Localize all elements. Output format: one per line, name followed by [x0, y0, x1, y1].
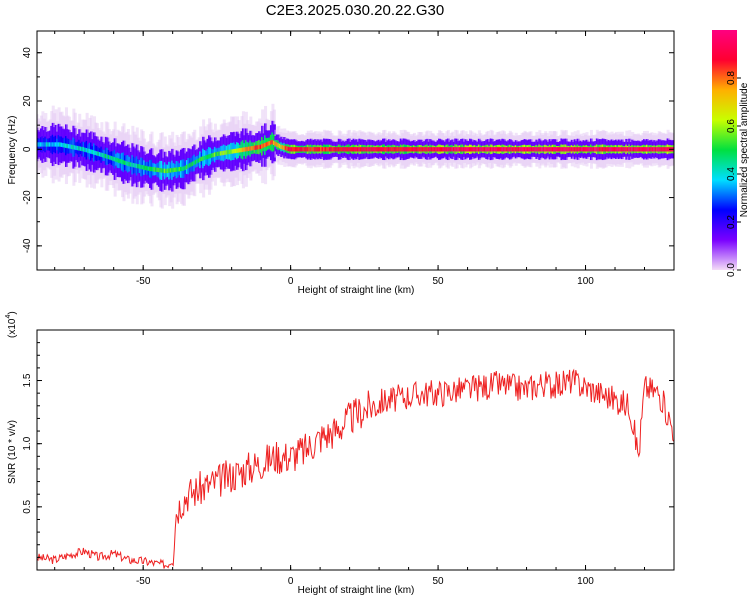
colorbar-label: Normalized spectral amplitude	[739, 82, 750, 217]
snr-exponent-base: (x10	[7, 318, 18, 338]
y-tick-label: 0	[22, 146, 33, 152]
colorbar-tick-label: 0.4	[726, 167, 737, 181]
heatmap-x-label: Height of straight line (km)	[298, 285, 415, 296]
heatmap-panel: -50 0 50 100 40 20 0 -20 -40 Height of straight…	[7, 30, 675, 296]
snr-panel: -50 0 50 100 0.5 1.0 1.5 Height of straight l…	[5, 311, 675, 596]
colorbar-tick-label: 0.6	[726, 119, 737, 133]
x-tick-label: 100	[577, 576, 594, 587]
snr-y-exponent: (x104)	[5, 311, 18, 338]
x-tick-label: 50	[433, 276, 445, 287]
snr-y-label: SNR (10 * v/v)	[7, 420, 18, 484]
snr-frame	[36, 329, 675, 571]
x-tick-label: 50	[433, 576, 445, 587]
x-tick-label: 0	[288, 576, 294, 587]
snr-y-ticks: 0.5 1.0 1.5	[22, 329, 674, 558]
x-tick-label: 100	[577, 276, 594, 287]
colorbar-tick-label: 0.0	[726, 263, 737, 277]
colorbar-tick-label: 0.8	[726, 71, 737, 85]
heatmap-marks	[37, 103, 674, 209]
snr-exponent-power: 4	[5, 315, 12, 319]
y-tick-label: -20	[22, 190, 33, 205]
y-tick-label: 0.5	[22, 499, 33, 513]
x-tick-label: -50	[136, 276, 151, 287]
heatmap-frame	[36, 30, 675, 271]
colorbar-gradient	[712, 30, 737, 270]
y-tick-label: -40	[22, 238, 33, 253]
y-tick-label: 1.0	[22, 436, 33, 450]
figure-title: C2E3.2025.030.20.22.G30	[266, 2, 444, 19]
colorbar-ticks: 0.0 0.2 0.4 0.6 0.8	[726, 71, 741, 277]
x-tick-label: 0	[288, 276, 294, 287]
y-tick-label: 20	[22, 95, 33, 107]
heatmap-y-ticks: 40 20 0 -20 -40	[22, 47, 674, 253]
colorbar-tick-label: 0.2	[726, 215, 737, 229]
snr-x-label: Height of straight line (km)	[298, 585, 415, 596]
snr-x-ticks: -50 0 50 100	[54, 330, 675, 587]
y-tick-label: 40	[22, 47, 33, 59]
svg-text:(x104): (x104)	[5, 311, 18, 338]
heatmap-x-ticks: -50 0 50 100	[54, 31, 675, 287]
x-tick-label: -50	[136, 576, 151, 587]
colorbar: 0.0 0.2 0.4 0.6 0.8 Normalized spectral ampl…	[712, 30, 750, 277]
y-tick-label: 1.5	[22, 373, 33, 387]
snr-series-line	[37, 368, 674, 569]
heatmap-y-label: Frequency (Hz)	[7, 116, 18, 185]
